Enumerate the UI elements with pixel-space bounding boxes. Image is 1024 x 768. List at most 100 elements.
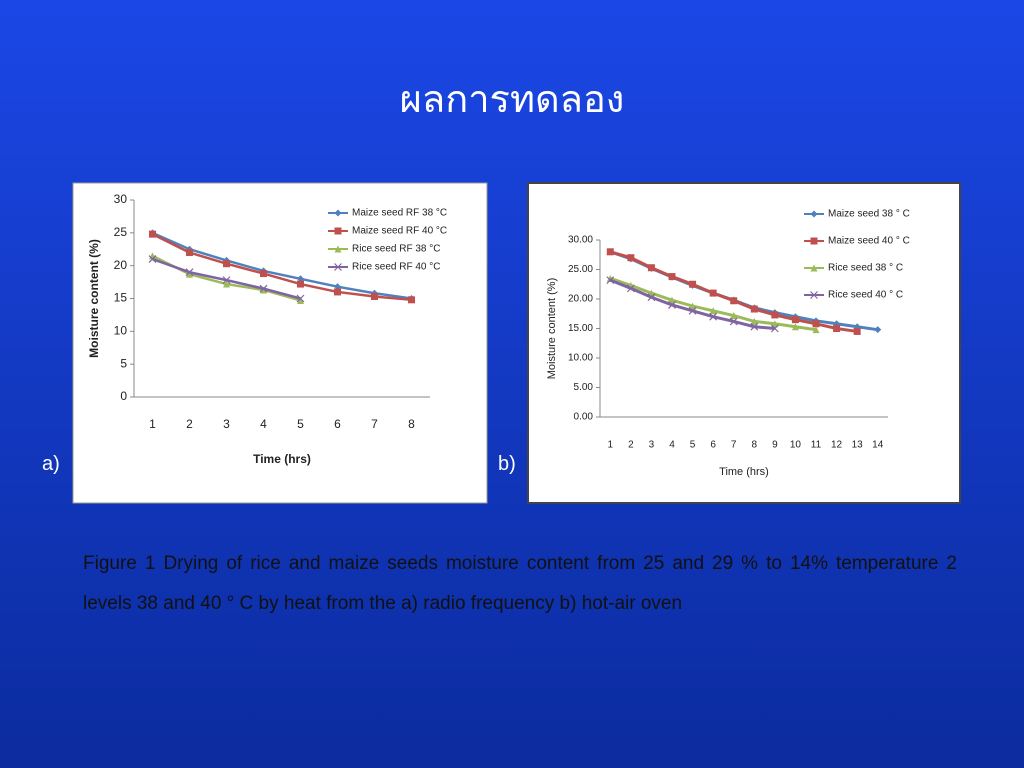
x-tick-label: 14 (872, 440, 884, 451)
marker (606, 248, 614, 256)
marker (668, 296, 676, 304)
marker (689, 280, 697, 288)
marker (149, 230, 156, 238)
marker (334, 263, 342, 271)
marker (297, 275, 304, 283)
y-tick-label: 5 (120, 356, 127, 370)
chart-frame (72, 182, 488, 504)
x-tick-label: 10 (790, 440, 802, 451)
y-tick-label: 20 (114, 258, 128, 272)
marker (812, 326, 820, 334)
marker (606, 276, 615, 285)
marker (771, 320, 779, 328)
marker (186, 249, 193, 257)
marker (689, 302, 697, 310)
y-tick-label: 0.00 (574, 412, 594, 423)
marker (148, 255, 157, 264)
marker (709, 312, 718, 321)
marker (771, 311, 779, 319)
marker (260, 286, 267, 294)
marker (729, 317, 738, 326)
x-tick-label: 4 (260, 417, 267, 431)
marker (371, 293, 378, 301)
marker (750, 317, 758, 325)
marker (297, 280, 304, 288)
marker (874, 326, 882, 334)
marker (709, 307, 717, 315)
x-tick-label: 11 (811, 440, 822, 451)
x-tick-label: 1 (608, 440, 614, 451)
marker (259, 284, 268, 293)
series-line (151, 231, 412, 300)
x-tick-label: 13 (852, 440, 864, 451)
marker (627, 254, 635, 262)
y-tick-label: 15.00 (568, 323, 593, 334)
marker (334, 283, 341, 291)
panel-label: a) (42, 453, 60, 475)
marker (791, 323, 799, 331)
marker (688, 306, 697, 315)
x-tick-label: 2 (628, 440, 634, 451)
panel-label: b) (498, 453, 516, 475)
marker (668, 273, 676, 281)
x-tick-label: 8 (408, 417, 415, 431)
marker (186, 270, 193, 278)
marker (668, 300, 676, 309)
marker (810, 237, 818, 245)
legend-label: Maize seed RF 40 °C (352, 226, 447, 237)
series-line (151, 233, 412, 302)
marker (709, 289, 717, 297)
x-tick-label: 4 (669, 440, 675, 451)
x-tick-label: 3 (223, 417, 230, 431)
y-tick-label: 25 (114, 225, 128, 239)
legend-label: Rice seed RF 40 °C (352, 262, 440, 273)
x-tick-label: 7 (371, 417, 378, 431)
marker (770, 324, 779, 333)
marker (791, 316, 799, 324)
marker (853, 327, 861, 335)
marker (223, 260, 230, 268)
x-axis-label: Time (hrs) (719, 466, 769, 478)
x-tick-label: 8 (752, 440, 758, 451)
x-tick-label: 3 (649, 440, 655, 451)
marker (260, 270, 267, 278)
x-tick-label: 12 (831, 440, 843, 451)
x-tick-label: 5 (297, 417, 304, 431)
marker (810, 210, 818, 218)
marker (222, 276, 231, 285)
y-tick-label: 15 (114, 291, 128, 305)
legend-label: Maize seed 40 ° C (828, 236, 910, 247)
marker (334, 209, 342, 217)
marker (223, 280, 230, 288)
marker (833, 325, 841, 332)
marker (812, 320, 820, 328)
marker (647, 293, 656, 302)
y-axis-label: Moisture content (%) (87, 239, 101, 358)
marker (810, 291, 818, 299)
y-tick-label: 5.00 (574, 382, 594, 393)
marker (185, 268, 194, 277)
marker (334, 227, 342, 235)
slide-title: ผลการทดลอง (399, 77, 625, 121)
x-tick-label: 9 (772, 440, 778, 451)
x-tick-label: 6 (334, 417, 341, 431)
x-axis-label: Time (hrs) (253, 452, 311, 466)
x-tick-label: 6 (710, 440, 716, 451)
marker (334, 245, 342, 253)
caption: Figure 1 Drying of rice and maize seeds … (83, 553, 957, 614)
x-tick-label: 2 (186, 417, 193, 431)
marker (296, 294, 305, 303)
marker (647, 264, 655, 272)
legend-label: Maize seed RF 38 °C (352, 208, 447, 219)
marker (626, 284, 635, 293)
marker (334, 288, 341, 296)
legend-label: Maize seed 38 ° C (828, 209, 910, 220)
y-tick-label: 20.00 (568, 294, 593, 305)
x-tick-label: 5 (690, 440, 696, 451)
x-tick-label: 7 (731, 440, 737, 451)
y-axis-label: Moisture content (%) (546, 278, 558, 379)
marker (730, 312, 738, 320)
y-tick-label: 10 (114, 324, 128, 338)
